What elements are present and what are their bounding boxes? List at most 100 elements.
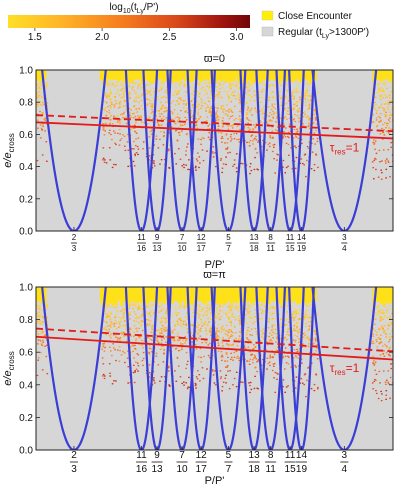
chaos-point [171,339,174,341]
chaos-point [127,382,129,384]
chaos-point [38,311,41,313]
chaos-point [180,305,182,307]
chaos-point [291,330,293,333]
chaos-point [315,373,317,375]
chaos-point [137,85,140,87]
chaos-point [140,95,142,97]
chaos-point [253,315,256,318]
chaos-point [214,95,217,98]
chaos-point [249,172,251,175]
chaos-point [254,366,257,368]
chaos-point [140,315,142,318]
chaos-point [146,104,149,106]
chaos-point [306,316,308,318]
chaos-point [207,305,210,307]
chaos-point [208,342,211,345]
chaos-point [379,96,382,98]
chaos-point [384,381,387,383]
chaos-point [45,82,48,84]
chaos-point [163,111,166,113]
chaos-point [385,177,387,179]
plot-content [36,287,393,450]
close-encounter-region [107,70,111,80]
chaos-point [247,90,249,92]
chaos-point [185,340,187,342]
chaos-point [137,83,140,85]
chaos-point [227,330,229,332]
chaos-point [233,377,236,380]
chaos-point [226,315,229,317]
chaos-point [179,97,182,99]
chaos-point [186,132,188,135]
chaos-point [281,326,283,328]
chaos-point [199,84,201,86]
chaos-point [114,319,117,322]
chaos-point [140,116,143,119]
chaos-point [185,324,187,326]
chaos-point [179,102,182,104]
chaos-point [313,113,315,116]
chaos-point [296,83,299,85]
chaos-point [203,307,206,309]
close-encounter-region [250,70,254,84]
chaos-point [192,104,194,106]
chaos-point [302,333,304,335]
chaos-point [246,322,249,325]
chaos-point [162,106,165,108]
chaos-point [274,129,277,131]
chaos-point [239,324,241,326]
chaos-point [134,127,136,129]
chaos-point [235,385,238,388]
chaos-point [198,82,201,84]
chaos-point [280,117,283,119]
chaos-point [284,172,287,174]
chaos-point [141,359,144,362]
chaos-point [185,323,188,325]
chaos-point [125,100,127,102]
chaos-point [41,113,44,116]
chaos-point [141,320,144,323]
chaos-point [308,106,311,108]
chaos-point [236,309,238,311]
chaos-point [371,305,374,307]
chaos-point [148,347,151,349]
chaos-point [102,129,105,131]
chaos-point [102,375,104,377]
chaos-point [172,111,174,114]
panel-title: ϖ=0 [204,53,225,65]
chaos-point [306,313,308,316]
chaos-point [204,89,207,92]
chaos-point [162,85,165,87]
chaos-point [175,93,178,96]
close-encounter-region [127,287,131,306]
chaos-point [261,312,264,314]
chaos-point [230,352,232,355]
chaos-point [124,308,126,310]
x-axis-label: P/P' [205,259,225,271]
chaos-point [152,313,155,315]
chaos-point [231,125,234,127]
chaos-point [198,306,200,308]
chaos-point [45,344,48,346]
chaos-point [133,381,136,384]
chaos-point [372,340,374,343]
close-encounter-region [293,287,297,302]
panel-title: ϖ=π [203,269,226,281]
chaos-point [116,121,119,123]
chaos-point [147,98,150,100]
chaos-point [231,304,234,307]
chaos-point [137,153,139,156]
chaos-point [150,105,152,107]
chaos-point [298,107,301,110]
chaos-point [231,127,234,129]
chaos-point [250,354,253,356]
chaos-point [200,138,202,141]
chaos-point [157,147,160,149]
chaos-point [186,363,188,366]
chaos-point [299,110,301,112]
chaos-point [250,135,253,137]
chaos-point [274,84,277,87]
chaos-point [388,304,390,307]
chaos-point [295,136,298,138]
chaos-point [271,326,274,328]
